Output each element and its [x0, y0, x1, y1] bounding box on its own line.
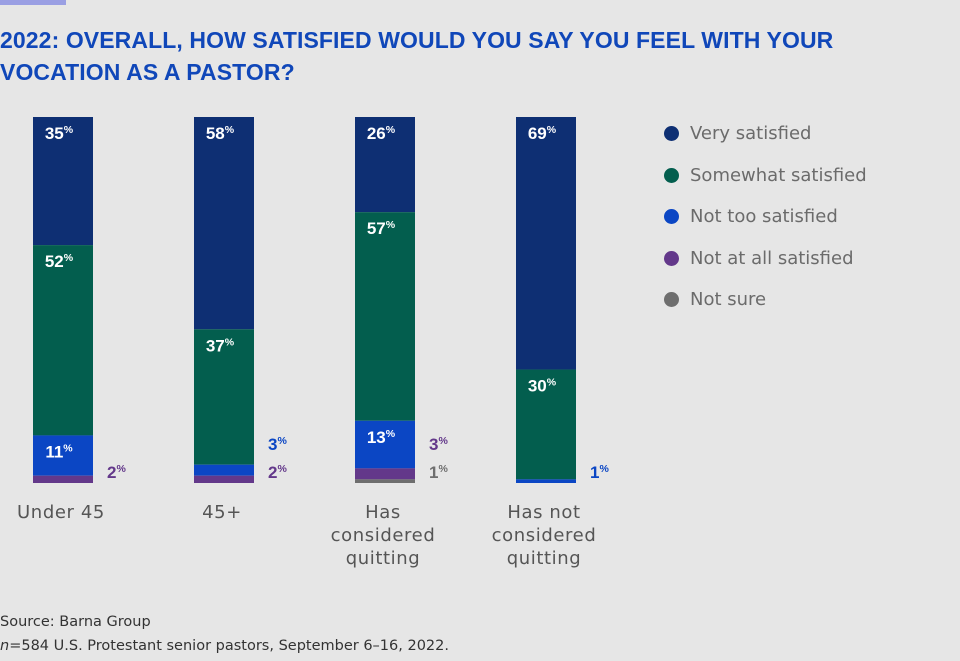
data-label: 52%	[45, 252, 74, 271]
bar-segment-not-too-satisfied	[516, 479, 576, 483]
bar-segment-not-at-all-satisfied	[194, 475, 254, 483]
bar-segment-very-satisfied	[33, 117, 93, 246]
data-label: 57%	[367, 219, 396, 238]
category-label: considered	[492, 525, 597, 546]
data-label-outside: 3%	[429, 435, 448, 454]
bar-segment-not-too-satisfied	[355, 420, 415, 469]
data-label-outside: 1%	[429, 463, 448, 482]
data-label-outside: 1%	[590, 463, 609, 482]
bar-segment-somewhat-satisfied	[516, 369, 576, 480]
bar-segment-somewhat-satisfied	[33, 245, 93, 436]
legend-label: Somewhat satisfied	[690, 164, 867, 186]
header-accent-bar	[0, 0, 66, 5]
bar-segment-not-too-satisfied	[33, 435, 93, 476]
legend-item: Not sure	[664, 279, 867, 321]
data-label: 69%	[528, 124, 557, 143]
data-label: 30%	[528, 377, 557, 396]
data-label-outside: 3%	[268, 435, 287, 454]
bar-segment-very-satisfied	[516, 117, 576, 370]
chart-title: 2022: OVERALL, HOW SATISFIED WOULD YOU S…	[0, 27, 834, 85]
legend-swatch-icon	[664, 250, 679, 266]
bar-segment-not-sure	[355, 479, 415, 483]
legend-label: Not at all satisfied	[690, 247, 854, 269]
legend-item: Very satisfied	[664, 113, 867, 155]
bar-segment-somewhat-satisfied	[194, 329, 254, 465]
legend-swatch-icon	[664, 292, 679, 308]
data-label: 26%	[367, 124, 396, 143]
legend-item: Not at all satisfied	[664, 238, 867, 280]
sample-description: =584 U.S. Protestant senior pastors, Sep…	[9, 638, 449, 654]
legend-item: Somewhat satisfied	[664, 155, 867, 197]
bar-segment-not-too-satisfied	[194, 464, 254, 476]
bar-segment-somewhat-satisfied	[355, 212, 415, 421]
bar-segment-not-at-all-satisfied	[355, 468, 415, 480]
data-label: 37%	[206, 336, 235, 355]
source-line: Source: Barna Group	[0, 614, 151, 630]
category-label: 45+	[202, 502, 242, 523]
category-label: Has	[365, 502, 401, 523]
data-label: 11%	[45, 442, 73, 461]
data-label: 13%	[367, 428, 396, 447]
chart-legend: Very satisfied Somewhat satisfied Not too …	[664, 113, 867, 321]
source-note: Source: Barna Group n=584 U.S. Protestan…	[0, 610, 449, 658]
category-label: quitting	[507, 548, 582, 569]
sample-note: n=584 U.S. Protestant senior pastors, Se…	[0, 634, 449, 658]
legend-swatch-icon	[664, 167, 679, 183]
bar-segment-not-at-all-satisfied	[33, 475, 93, 483]
sample-n: n	[0, 638, 10, 654]
bar-segment-very-satisfied	[355, 117, 415, 213]
legend-label: Not sure	[690, 289, 767, 311]
data-label: 35%	[45, 124, 74, 143]
legend-swatch-icon	[664, 209, 679, 225]
legend-label: Very satisfied	[690, 123, 812, 145]
legend-label: Not too satisfied	[690, 206, 838, 228]
category-label: Under 45	[17, 502, 105, 523]
data-label-outside: 2%	[268, 463, 287, 482]
category-label: quitting	[346, 548, 421, 569]
category-label: considered	[331, 525, 436, 546]
category-label: Has not	[507, 502, 580, 523]
legend-swatch-icon	[664, 126, 679, 142]
data-label-outside: 2%	[107, 463, 126, 482]
legend-item: Not too satisfied	[664, 196, 867, 238]
bar-segment-very-satisfied	[194, 117, 254, 330]
data-label: 58%	[206, 124, 235, 143]
